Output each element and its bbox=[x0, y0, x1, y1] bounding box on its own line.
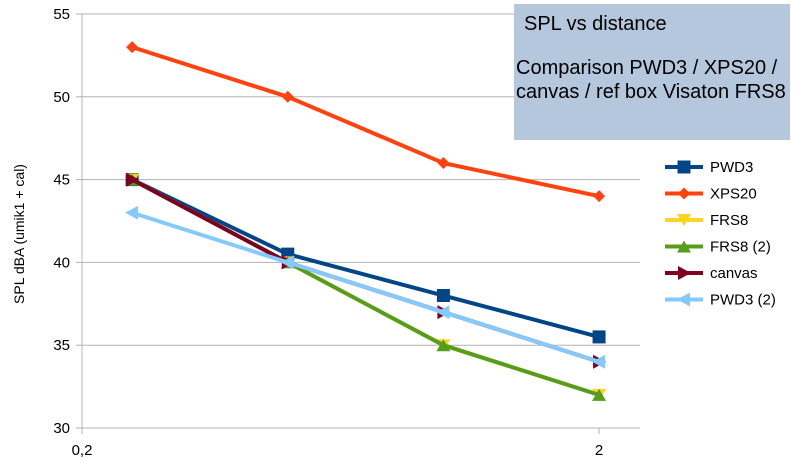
y-axis-label: SPL dBA (umik1 + cal) bbox=[11, 164, 27, 304]
chart-title: SPL vs distance bbox=[524, 13, 667, 35]
y-tick-label: 55 bbox=[53, 6, 70, 23]
chart-title-box: SPL vs distance Comparison PWD3 / XPS20 … bbox=[514, 4, 790, 140]
legend-item: XPS20 bbox=[665, 186, 757, 203]
legend-label: PWD3 (2) bbox=[710, 292, 776, 309]
data-point bbox=[592, 354, 606, 369]
legend-item: FRS8 (2) bbox=[665, 239, 771, 256]
legend-label: PWD3 bbox=[710, 159, 753, 176]
data-point bbox=[280, 255, 294, 270]
x-tick-label: 0,2 bbox=[72, 442, 93, 459]
y-tick-label: 50 bbox=[53, 89, 70, 106]
data-point bbox=[436, 305, 450, 320]
x-tick-labels: 0,2 2 bbox=[72, 442, 604, 459]
legend-item: FRS8 bbox=[665, 212, 748, 229]
series-line bbox=[131, 45, 600, 199]
series-pwd3-2 bbox=[125, 205, 606, 369]
legend-label: canvas bbox=[710, 265, 758, 282]
data-point bbox=[592, 330, 606, 344]
legend-label: XPS20 bbox=[710, 186, 757, 203]
legend-item: PWD3 (2) bbox=[665, 292, 776, 309]
legend-item: canvas bbox=[665, 265, 758, 282]
legend-item: PWD3 bbox=[665, 159, 753, 176]
data-point bbox=[126, 41, 139, 54]
series-group bbox=[125, 41, 607, 401]
legend-swatch-marker bbox=[678, 187, 690, 200]
legend-swatch-marker bbox=[677, 160, 691, 174]
y-tick-label: 35 bbox=[53, 337, 70, 354]
y-tick-label: 40 bbox=[53, 254, 70, 271]
legend: PWD3 XPS20 FRS8 FRS8 (2) canvas PWD3 (2) bbox=[665, 159, 776, 309]
data-point bbox=[593, 190, 606, 203]
data-point bbox=[437, 157, 450, 170]
data-point bbox=[125, 205, 139, 220]
data-point bbox=[281, 90, 294, 103]
data-point bbox=[436, 289, 450, 303]
axes bbox=[76, 13, 640, 434]
series-pwd3 bbox=[125, 173, 606, 344]
legend-label: FRS8 bbox=[710, 212, 748, 229]
y-tick-label: 30 bbox=[53, 420, 70, 437]
y-tick-label: 45 bbox=[53, 172, 70, 189]
legend-label: FRS8 (2) bbox=[710, 239, 771, 256]
legend-swatch-marker bbox=[678, 266, 691, 280]
series-line bbox=[131, 177, 600, 364]
data-point bbox=[126, 172, 140, 187]
y-tick-labels: 30 35 40 45 50 55 bbox=[53, 6, 70, 437]
legend-swatch-marker bbox=[677, 292, 690, 307]
series-xps20 bbox=[126, 41, 606, 203]
series-line bbox=[131, 177, 600, 339]
series-line bbox=[131, 210, 600, 364]
data-point bbox=[436, 339, 451, 352]
legend-swatch-marker bbox=[677, 240, 691, 253]
chart-subtitle: Comparison PWD3 / XPS20 / canvas / ref b… bbox=[516, 57, 786, 103]
legend-swatch-marker bbox=[677, 214, 691, 226]
data-point bbox=[592, 388, 607, 401]
x-tick-label: 2 bbox=[595, 442, 603, 459]
